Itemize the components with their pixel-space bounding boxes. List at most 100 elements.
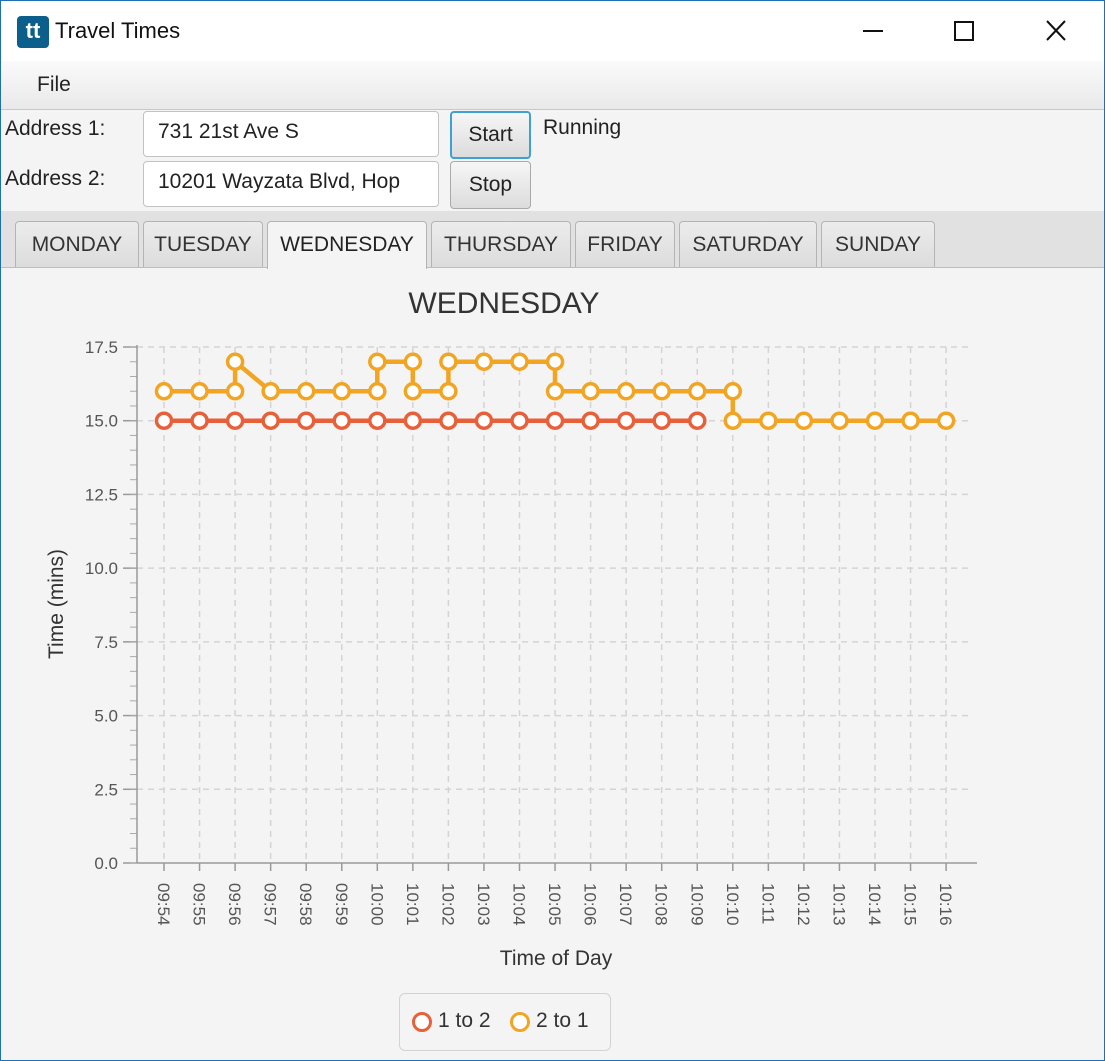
data-point — [225, 352, 245, 371]
data-point — [794, 411, 814, 430]
title-bar[interactable]: tt Travel Times — [1, 1, 1104, 61]
x-tick-label: 10:07 — [616, 883, 635, 926]
data-point — [474, 352, 494, 371]
x-tick-label: 10:02 — [438, 883, 457, 926]
start-button[interactable]: Start — [450, 111, 531, 159]
y-tick-label: 12.5 — [85, 485, 118, 504]
data-point — [510, 352, 529, 371]
x-tick-label: 10:03 — [474, 883, 493, 926]
minimize-icon — [863, 30, 883, 32]
data-point — [581, 411, 600, 430]
data-point — [296, 381, 316, 401]
x-tick-label: 10:06 — [581, 883, 600, 926]
maximize-button[interactable] — [944, 13, 984, 49]
tab-tuesday[interactable]: TUESDAY — [143, 221, 263, 267]
data-point — [296, 411, 316, 430]
legend-marker-icon — [510, 1012, 530, 1032]
data-point — [865, 411, 885, 430]
data-point — [688, 411, 707, 430]
x-tick-label: 10:00 — [367, 883, 386, 926]
x-tick-label: 09:57 — [261, 883, 280, 926]
legend-label: 2 to 1 — [536, 1009, 589, 1032]
chart-legend: 1 to 2 2 to 1 — [399, 993, 611, 1051]
tab-wednesday[interactable]: WEDNESDAY — [267, 221, 427, 269]
x-tick-label: 10:12 — [794, 883, 813, 926]
x-tick-label: 10:11 — [758, 883, 777, 924]
y-tick-label: 5.0 — [94, 707, 118, 726]
data-point — [936, 411, 956, 430]
x-tick-label: 10:08 — [652, 883, 671, 926]
tab-thursday[interactable]: THURSDAY — [431, 221, 571, 267]
x-axis-label: Time of Day — [500, 947, 613, 970]
address1-field[interactable]: 731 21st Ave S — [143, 111, 439, 157]
data-point — [368, 381, 387, 401]
legend-marker-icon — [412, 1012, 432, 1032]
chart-title: WEDNESDAY — [408, 287, 599, 320]
data-point — [688, 381, 707, 401]
x-tick-label: 09:54 — [154, 883, 173, 926]
data-point — [403, 352, 423, 371]
x-tick-label: 09:59 — [332, 883, 351, 926]
x-tick-label: 10:15 — [901, 883, 920, 926]
data-point — [190, 411, 209, 430]
tab-monday[interactable]: MONDAY — [15, 221, 139, 267]
x-tick-label: 10:01 — [403, 883, 422, 926]
data-point — [901, 411, 920, 430]
series-1 — [154, 352, 956, 430]
address2-field[interactable]: 10201 Wayzata Blvd, Hop — [143, 161, 439, 207]
data-point — [332, 411, 351, 430]
x-tick-label: 09:56 — [225, 883, 244, 926]
menu-bar: File — [1, 61, 1104, 110]
tab-friday[interactable]: FRIDAY — [575, 221, 675, 267]
tab-sunday[interactable]: SUNDAY — [821, 221, 935, 267]
menu-file[interactable]: File — [37, 73, 71, 96]
data-point — [439, 352, 458, 371]
app-icon: tt — [17, 16, 49, 48]
close-icon — [1046, 20, 1066, 41]
x-tick-label: 10:13 — [829, 883, 848, 926]
chart-area: WEDNESDAY Time of Day Time (mins) 0.0 2.5… — [1, 268, 1104, 1060]
series-0 — [154, 411, 707, 430]
legend-label: 1 to 2 — [438, 1009, 491, 1032]
y-tick-label: 10.0 — [85, 559, 118, 578]
x-tick-label: 10:14 — [865, 883, 884, 926]
travel-time-chart: WEDNESDAY Time of Day Time (mins) 0.0 2.5… — [45, 287, 977, 970]
stop-button[interactable]: Stop — [450, 161, 531, 209]
x-tick-label: 09:55 — [190, 883, 209, 926]
data-point — [474, 411, 494, 430]
data-point — [332, 381, 351, 401]
minimize-button[interactable] — [853, 13, 893, 49]
status-text: Running — [543, 116, 622, 139]
data-point — [759, 411, 778, 430]
x-tick-label: 10:05 — [545, 883, 564, 926]
y-tick-label: 17.5 — [85, 338, 118, 357]
x-tick-label: 09:58 — [296, 883, 315, 926]
data-point — [545, 411, 565, 430]
data-point — [154, 381, 174, 401]
data-point — [190, 381, 209, 401]
address2-label: Address 2: — [5, 167, 106, 190]
close-button[interactable] — [1036, 13, 1076, 49]
data-point — [439, 381, 458, 401]
data-point — [261, 381, 280, 401]
x-tick-label: 10:09 — [687, 883, 706, 926]
data-point — [545, 352, 565, 371]
data-point — [439, 411, 458, 430]
tab-saturday[interactable]: SATURDAY — [679, 221, 817, 267]
x-tick-label: 10:04 — [510, 883, 529, 926]
data-point — [581, 381, 600, 401]
y-tick-label: 0.0 — [94, 854, 118, 873]
data-point — [616, 411, 636, 430]
y-tick-label: 7.5 — [94, 633, 118, 652]
data-point — [652, 381, 671, 401]
data-point — [368, 352, 387, 371]
y-tick-label: 15.0 — [85, 412, 118, 431]
series-lines — [154, 352, 956, 430]
data-point — [723, 411, 743, 430]
data-point — [403, 381, 423, 401]
axes: 0.0 2.5 5.0 7.5 10.0 12.5 15.0 17.5 09:54 09:55 09… — [85, 338, 977, 926]
maximize-icon — [954, 21, 974, 41]
x-tick-label: 10:10 — [723, 883, 742, 926]
x-tick-label: 10:16 — [936, 883, 955, 926]
